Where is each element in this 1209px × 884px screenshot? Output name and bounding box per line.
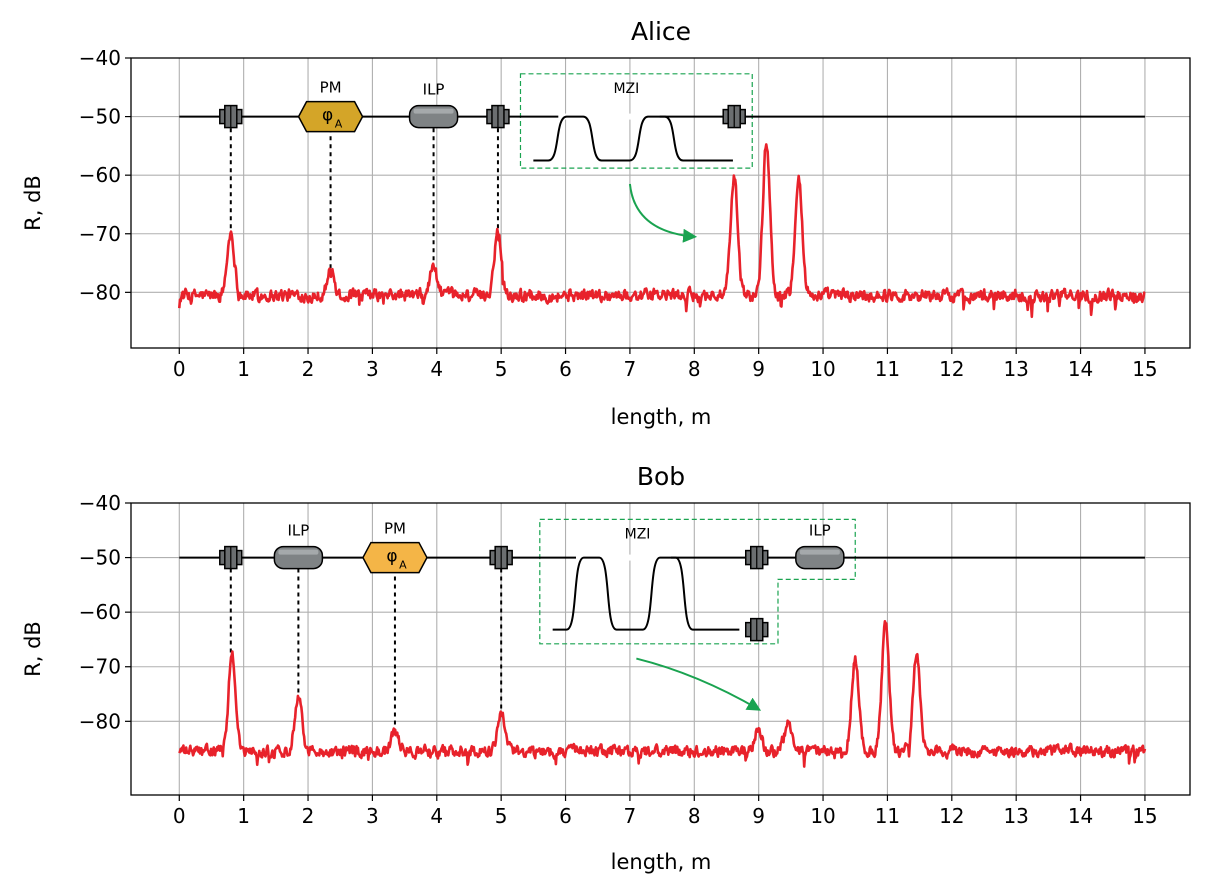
bob-xtick-label: 0: [173, 804, 186, 828]
alice-xtick-label: 4: [430, 357, 443, 381]
alice-xtick-label: 11: [875, 357, 900, 381]
bob-connector-icon: [744, 545, 769, 570]
bob-connector-icon: [219, 545, 243, 570]
alice-xtick-label: 2: [302, 357, 315, 381]
bob-xtick-label: 7: [624, 804, 637, 828]
alice-ticks: 0 1 2 3 4 5 6 7 8 9 10 11 12 13 14 15−40−50−60−70−80: [79, 46, 1158, 381]
bob-schematic: MZI ILP φ A PM ILP: [179, 518, 1145, 733]
bob-ylabel: R, dB: [21, 621, 45, 677]
alice-xtick-label: 10: [810, 357, 835, 381]
alice-arrow-icon: [628, 183, 698, 243]
alice-xtick-label: 3: [366, 357, 379, 381]
bob-isolator-label: ILP: [287, 522, 309, 540]
bob-mzi-label: MZI: [625, 526, 651, 542]
bob-xtick-label: 5: [495, 804, 508, 828]
alice-xtick-label: 14: [1068, 357, 1093, 381]
bob-reflectogram-line: [178, 620, 1147, 768]
bob-xtick-label: 6: [559, 804, 572, 828]
alice-xtick-label: 6: [559, 357, 572, 381]
bob-ytick-label: −70: [79, 655, 121, 679]
alice-title: Alice: [631, 17, 691, 46]
bob-xtick-label: 10: [810, 804, 835, 828]
bob-xtick-label: 12: [939, 804, 964, 828]
alice-phase-symbol: φ: [322, 106, 333, 126]
bob-xtick-label: 14: [1068, 804, 1093, 828]
alice-xtick-label: 5: [495, 357, 508, 381]
alice-xtick-label: 7: [624, 357, 637, 381]
bob-ytick-label: −60: [79, 600, 121, 624]
alice-ylabel: R, dB: [21, 175, 45, 231]
alice-xtick-label: 9: [752, 357, 765, 381]
alice-mzi-label: MZI: [613, 81, 639, 97]
alice-xtick-label: 1: [237, 357, 250, 381]
alice-schematic: MZI φ A PM ILP: [179, 73, 1145, 272]
alice-xtick-label: 13: [1003, 357, 1028, 381]
bob-ytick-label: −40: [79, 491, 121, 515]
bob-xtick-label: 4: [430, 804, 443, 828]
bob-xtick-label: 1: [237, 804, 250, 828]
alice-axes-frame: [130, 57, 1191, 349]
bob-xlabel: length, m: [611, 850, 712, 874]
bob-mzi-waveform: [552, 556, 740, 631]
bob-xtick-label: 13: [1003, 804, 1028, 828]
alice-xtick-label: 12: [939, 357, 964, 381]
bob-xtick-label: 8: [688, 804, 701, 828]
bob-title: Bob: [637, 462, 685, 491]
bob-phase-modulator-icon: [362, 541, 428, 574]
alice-series: [177, 143, 1146, 319]
alice-ytick-label: −80: [79, 280, 121, 304]
alice-ytick-label: −40: [79, 46, 121, 70]
alice-mzi-gap: [558, 113, 660, 120]
alice-connector-icon: [486, 104, 510, 129]
alice-connector-icon: [219, 104, 243, 129]
bob-arrow-icon: [636, 657, 762, 711]
alice-phase-modulator-label: PM: [320, 79, 342, 97]
alice-xlabel: length, m: [611, 405, 712, 429]
bob-series: [178, 620, 1147, 768]
bob-axes-frame: [130, 502, 1191, 796]
bob-isolator-icon: [273, 545, 324, 570]
alice-isolator-icon: [408, 104, 459, 129]
alice-xtick-label: 0: [173, 357, 186, 381]
bob-ytick-label: −50: [79, 546, 121, 570]
bob-xtick-label: 11: [875, 804, 900, 828]
bob-phase-modulator-label: PM: [384, 520, 406, 538]
bob-panel: Bob length, m R, dB 0 1 2 3 4 5 6 7 8 9 10 11 12 13 14…: [21, 462, 1191, 874]
alice-phase-modulator-icon: [297, 100, 364, 133]
bob-mzi-gap: [576, 554, 671, 561]
alice-isolator-label: ILP: [423, 81, 445, 99]
bob-isolator-label: ILP: [809, 522, 831, 540]
alice-connector-icon: [722, 104, 746, 129]
bob-xtick-label: 9: [752, 804, 765, 828]
bob-ticks: 0 1 2 3 4 5 6 7 8 9 10 11 12 13 14 15−40−50−60−70−80: [79, 491, 1158, 828]
bob-phase-subscript: A: [399, 559, 407, 572]
alice-mzi-waveform: [533, 115, 733, 162]
alice-ytick-label: −60: [79, 163, 121, 187]
alice-xtick-label: 15: [1132, 357, 1157, 381]
alice-panel: Alice length, m R, dB 0 1 2 3 4 5 6 7 8 9 10 11 12 13…: [21, 17, 1191, 429]
alice-ytick-label: −50: [79, 105, 121, 129]
alice-phase-subscript: A: [335, 118, 343, 131]
alice-reflectogram-line: [177, 143, 1146, 319]
alice-mzi-box: [519, 73, 753, 169]
bob-connector-icon: [744, 617, 769, 642]
bob-isolator-icon: [795, 545, 845, 570]
alice-ytick-label: −70: [79, 222, 121, 246]
bob-xtick-label: 15: [1132, 804, 1157, 828]
alice-xtick-label: 8: [688, 357, 701, 381]
bob-ytick-label: −80: [79, 709, 121, 733]
bob-mzi-box: [539, 518, 856, 645]
bob-xtick-label: 2: [302, 804, 315, 828]
bob-connector-icon: [489, 545, 513, 570]
bob-xtick-label: 3: [366, 804, 379, 828]
bob-phase-symbol: φ: [386, 547, 397, 567]
